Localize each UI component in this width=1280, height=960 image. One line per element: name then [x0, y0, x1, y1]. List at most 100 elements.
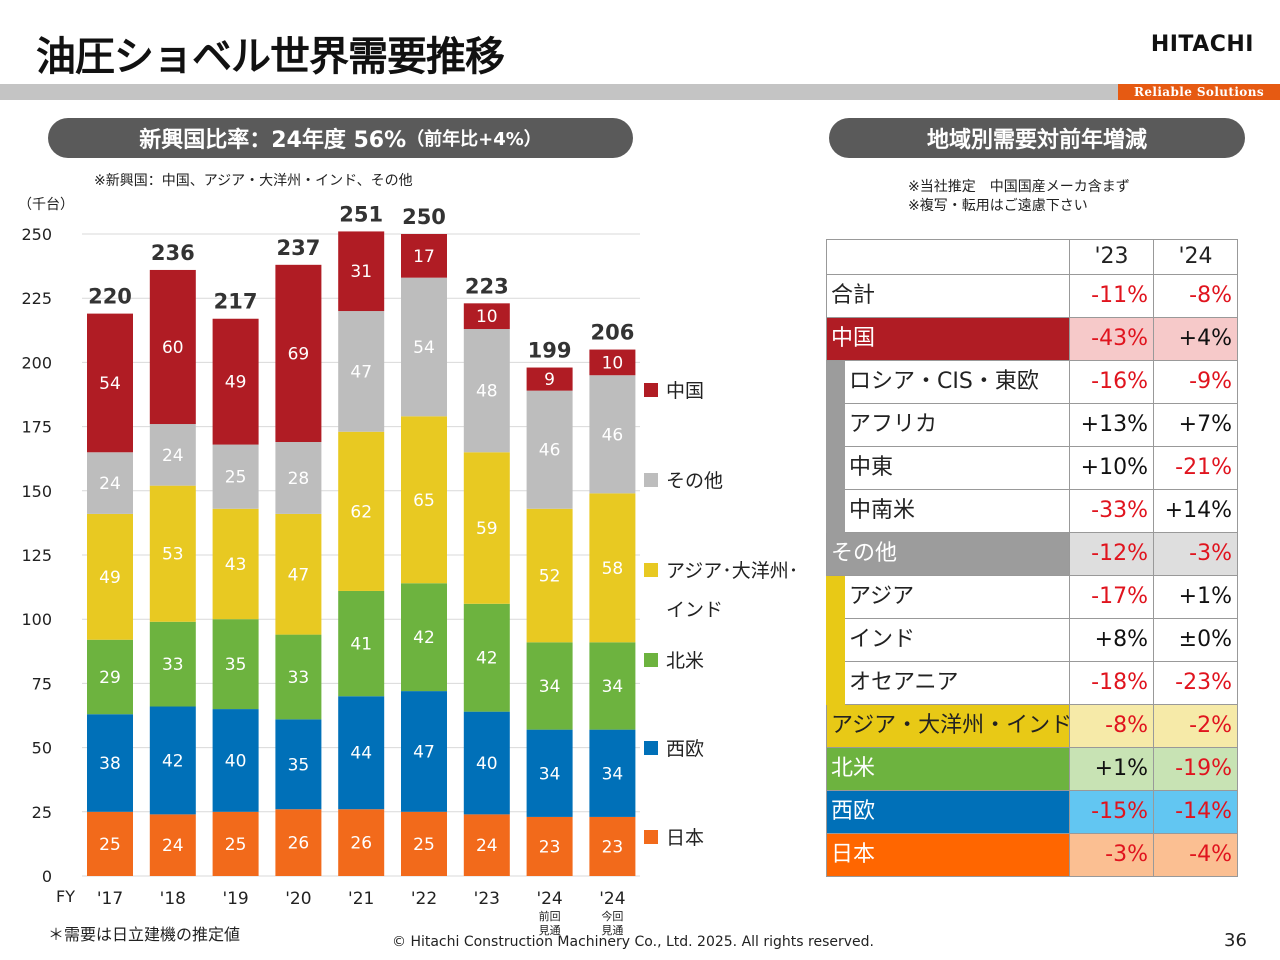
table-header-cell: '23: [1069, 239, 1154, 275]
region-label: 合計: [826, 274, 1070, 318]
data-label: 24: [99, 474, 121, 494]
x-tick-label: '22: [411, 889, 437, 909]
data-label: 31: [350, 262, 372, 282]
bar-segment: [149, 621, 196, 707]
bar-segment: [463, 329, 510, 453]
value-23: +10%: [1069, 446, 1154, 490]
demand-stacked-bar-chart: 0 25 50 75 100 125 150 175 200 225 250 25 38 29 49 24 54…: [21, 202, 798, 937]
bar-segment: [526, 816, 573, 876]
data-label: 62: [350, 502, 372, 522]
table-row: インド +8% ±0%: [826, 618, 1238, 662]
bar-segment: [401, 416, 447, 584]
x-tick-label: '24: [536, 889, 562, 909]
bar-segment: [589, 375, 636, 494]
bar-segment: [526, 642, 573, 730]
value-23: +1%: [1069, 747, 1154, 791]
data-label: 40: [225, 751, 247, 771]
bar-segment: [212, 709, 259, 812]
value-23: -18%: [1069, 661, 1154, 705]
bar-segment: [87, 313, 133, 453]
bar-segment: [526, 367, 573, 391]
table-row: その他 -12% -3%: [826, 532, 1238, 576]
value-24: +4%: [1153, 317, 1238, 361]
unit-label: （千台）: [18, 197, 74, 213]
regional-change-banner: 地域別需要対前年増減: [829, 118, 1245, 158]
y-tick-label: 75: [32, 674, 52, 693]
value-24: -19%: [1153, 747, 1238, 791]
copyright: © Hitachi Construction Machinery Co., Lt…: [392, 934, 874, 950]
y-tick-label: 150: [21, 482, 52, 501]
x-prefix-label: FY: [56, 887, 75, 906]
data-label: 60: [162, 338, 184, 358]
bar-segment: [338, 231, 385, 312]
region-label: 日本: [826, 833, 1070, 877]
value-24: -3%: [1153, 532, 1238, 576]
emerging-ratio-change: （前年比+4%）: [406, 129, 542, 150]
bar-segment: [338, 431, 385, 591]
group-bracket: [826, 575, 845, 619]
bar-segment: [149, 424, 196, 486]
y-tick-label: 225: [21, 289, 52, 308]
bar-segment: [149, 706, 196, 815]
data-label: 25: [99, 835, 121, 855]
data-label: 49: [225, 373, 247, 393]
bar-segment: [526, 508, 573, 643]
group-bracket: [826, 661, 845, 705]
value-23: -11%: [1069, 274, 1154, 318]
data-label: 28: [288, 469, 310, 489]
y-tick-label: 100: [21, 610, 52, 629]
y-tick-label: 0: [42, 867, 52, 886]
group-bracket: [826, 489, 845, 533]
x-tick-label: '24: [599, 889, 625, 909]
hitachi-logo: HITACHI: [1150, 32, 1254, 57]
region-label: アジア: [844, 575, 1070, 619]
x-tick-label: '20: [285, 889, 311, 909]
data-label: 17: [413, 247, 435, 267]
bar-segment: [589, 729, 636, 817]
data-label: 47: [413, 742, 435, 762]
value-23: -33%: [1069, 489, 1154, 533]
page-number: 36: [1224, 930, 1247, 951]
y-tick-label: 250: [21, 225, 52, 244]
group-bracket: [826, 360, 845, 404]
value-23: -17%: [1069, 575, 1154, 619]
bar-segment: [149, 814, 196, 876]
value-24: -14%: [1153, 790, 1238, 834]
table-header-blank: [826, 239, 1070, 275]
data-label: 35: [225, 655, 247, 675]
total-label: 237: [276, 236, 320, 260]
bar-segment: [401, 277, 447, 417]
legend-swatch: [644, 383, 658, 397]
bar-segment: [401, 583, 447, 692]
x-tick-sublabel: 見通: [539, 924, 561, 937]
legend-label: 中国: [666, 380, 704, 402]
y-tick-label: 125: [21, 546, 52, 565]
emerging-ratio-banner: 新興国比率：24年度 56% （前年比+4%）: [48, 118, 633, 158]
legend-swatch: [644, 830, 658, 844]
data-label: 42: [476, 649, 498, 669]
y-tick-label: 50: [32, 739, 52, 758]
region-label: 北米: [826, 747, 1070, 791]
table-row: ロシア・CIS・東欧 -16% -9%: [826, 360, 1238, 404]
value-24: -8%: [1153, 274, 1238, 318]
legend-label-cont: インド: [666, 599, 723, 621]
bar-segment: [275, 513, 322, 635]
data-label: 34: [602, 677, 624, 697]
bar-segment: [87, 513, 133, 640]
data-label: 65: [413, 491, 435, 511]
x-tick-label: '21: [348, 889, 374, 909]
data-label: 25: [225, 468, 247, 488]
total-label: 220: [88, 285, 132, 309]
data-label: 25: [413, 835, 435, 855]
bar-segment: [463, 711, 510, 815]
value-24: -2%: [1153, 704, 1238, 748]
bar-segment: [526, 390, 573, 509]
data-label: 69: [288, 344, 310, 364]
data-label: 46: [602, 425, 624, 445]
value-23: -16%: [1069, 360, 1154, 404]
legend-label: 西欧: [666, 738, 704, 760]
table-row: アジア・大洋州・インド -8% -2%: [826, 704, 1238, 748]
table-header-row: '23'24: [826, 239, 1238, 275]
total-label: 206: [590, 321, 634, 345]
header-band: [0, 84, 1280, 100]
